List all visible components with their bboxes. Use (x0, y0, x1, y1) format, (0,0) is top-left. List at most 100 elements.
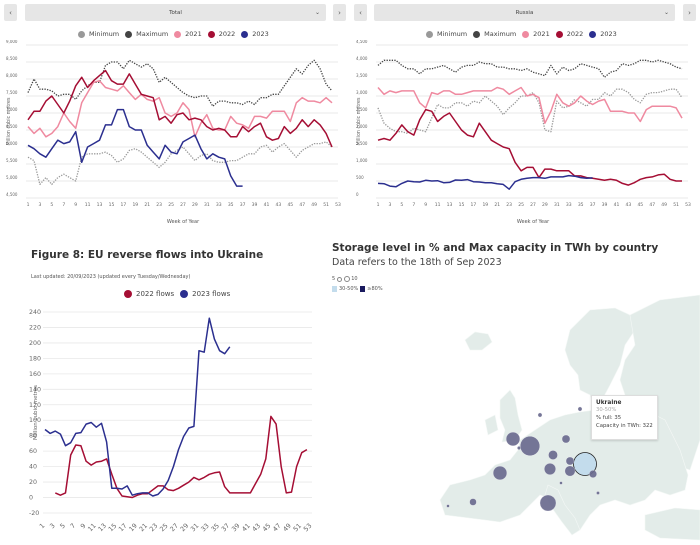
x-tick-label: 23 (506, 202, 512, 208)
x-tick-label: 51 (673, 202, 679, 208)
x-tick-label: 45 (287, 202, 293, 208)
x-tick-label: 15 (107, 522, 119, 534)
series-line-2022 (377, 108, 682, 186)
legend-dot (555, 30, 563, 38)
map-bubble-hungary[interactable] (564, 465, 576, 477)
legend-label: 2023 flows (192, 290, 231, 298)
legend-item-2021[interactable]: 2021 (522, 30, 550, 38)
right-country-select[interactable]: Russia ⌄ (374, 4, 675, 21)
x-tick-label: 35 (578, 202, 584, 208)
map-bubble-spain[interactable] (469, 498, 477, 506)
map-bubble-belgium[interactable] (517, 446, 521, 450)
map-bubble-romania[interactable] (589, 470, 597, 478)
x-tick-label: 3 (388, 202, 391, 208)
x-tick-label: 43 (626, 202, 632, 208)
x-tick-label: 17 (121, 202, 127, 208)
europe-storage-map[interactable] (430, 290, 700, 545)
left-panel-nav: ‹ Total ⌄ › (4, 3, 347, 22)
left-next-button[interactable]: › (333, 4, 346, 21)
map-bubble-portugal[interactable] (446, 504, 450, 508)
legend-dot (174, 30, 182, 38)
right-prev-button[interactable]: ‹ (354, 4, 367, 21)
x-tick-label: 29 (542, 202, 548, 208)
left-prev-button[interactable]: ‹ (4, 4, 17, 21)
y-tick-label: 1,000 (356, 158, 368, 163)
map-bubble-austria[interactable] (544, 463, 556, 475)
x-tick-label: 9 (424, 202, 427, 208)
y-tick-label: 220 (29, 324, 41, 331)
x-tick-label: 23 (148, 522, 160, 534)
legend-item-2023-flows[interactable]: 2023 flows (180, 290, 230, 298)
series-line-2023 (27, 108, 243, 187)
legend-item-minimum[interactable]: Minimum (426, 30, 467, 38)
y-tick-label: 3,500 (356, 73, 368, 78)
left-country-select[interactable]: Total ⌄ (25, 4, 326, 21)
map-bubble-denmark[interactable] (537, 412, 543, 418)
x-tick-label: 53 (335, 202, 341, 208)
y-tick-label: 6,500 (6, 124, 18, 129)
x-tick-label: 11 (85, 202, 91, 208)
figure8-subtitle: Last updated: 20/09/2023 (updated every … (31, 274, 191, 280)
map-size-legend: 5 10 (332, 276, 358, 282)
series-line-2021 (377, 86, 683, 124)
legend-item-2023[interactable]: 2023 (241, 30, 269, 38)
x-tick-label: 33 (216, 202, 222, 208)
legend-dot (426, 30, 433, 38)
y-tick-label: 2,500 (356, 107, 368, 112)
x-tick-label: 49 (281, 522, 293, 534)
legend-item-2022[interactable]: 2022 (207, 30, 236, 38)
x-tick-label: 31 (554, 202, 560, 208)
y-axis-title: Million cubic metres (33, 385, 39, 440)
y-tick-label: 500 (356, 175, 364, 180)
y-tick-label: 20 (29, 479, 37, 486)
legend-label: 2022 flows (136, 290, 175, 298)
x-tick-label: 51 (323, 202, 329, 208)
y-tick-label: 8,500 (6, 56, 18, 61)
x-tick-label: 43 (251, 522, 263, 534)
legend-label: Maximum (484, 30, 517, 38)
legend-label: 2023 (252, 30, 269, 38)
x-tick-label: 15 (109, 202, 115, 208)
y-axis-title: Million cubic metres (6, 97, 12, 146)
legend-dot (522, 30, 530, 38)
right-next-button[interactable]: › (683, 4, 696, 21)
map-bubble-netherlands[interactable] (505, 431, 521, 447)
legend-item-maximum[interactable]: Maximum (473, 30, 516, 38)
legend-item-2021[interactable]: 2021 (174, 30, 202, 38)
map-bubble-ukraine[interactable] (573, 452, 597, 476)
y-tick-label: 7,500 (6, 90, 18, 95)
legend-item-2022[interactable]: 2022 (555, 30, 583, 38)
x-tick-label: 27 (180, 202, 186, 208)
x-tick-label: 11 (435, 202, 441, 208)
series-line-maximum (377, 59, 683, 78)
size-legend-small-circle (337, 276, 343, 282)
map-title: Storage level in % and Max capacity in T… (332, 242, 659, 254)
map-bubble-germany[interactable] (520, 436, 540, 456)
map-bubble-latvia[interactable] (577, 406, 583, 412)
x-tick-label: 7 (69, 522, 78, 531)
x-tick-label: 17 (471, 202, 477, 208)
legend-label: 2022 (218, 30, 236, 38)
map-bubble-france[interactable] (492, 465, 508, 481)
series-line-2023 (377, 174, 593, 190)
legend-item-2023[interactable]: 2023 (589, 30, 617, 38)
map-bubble-poland[interactable] (561, 434, 571, 444)
map-bubble-slovakia[interactable] (565, 456, 575, 466)
legend-item-maximum[interactable]: Maximum (125, 30, 168, 38)
y-tick-label: 9,000 (6, 40, 18, 44)
x-tick-label: 31 (189, 522, 201, 534)
legend-item-minimum[interactable]: Minimum (78, 30, 119, 38)
map-bubble-croatia[interactable] (559, 481, 563, 485)
legend-label: 2021 (185, 30, 202, 38)
x-tick-label: 21 (138, 522, 150, 534)
map-bubble-bulgaria[interactable] (596, 491, 600, 495)
x-tick-label: 45 (637, 202, 643, 208)
x-tick-label: 39 (602, 202, 608, 208)
map-bubble-czechia[interactable] (548, 450, 558, 460)
y-tick-label: 0 (29, 495, 33, 502)
y-tick-label: 140 (29, 386, 41, 393)
x-tick-label: 11 (86, 522, 98, 534)
legend-item-2022-flows[interactable]: 2022 flows (124, 290, 174, 298)
land-turkey (644, 507, 700, 541)
map-bubble-italy[interactable] (539, 494, 557, 512)
